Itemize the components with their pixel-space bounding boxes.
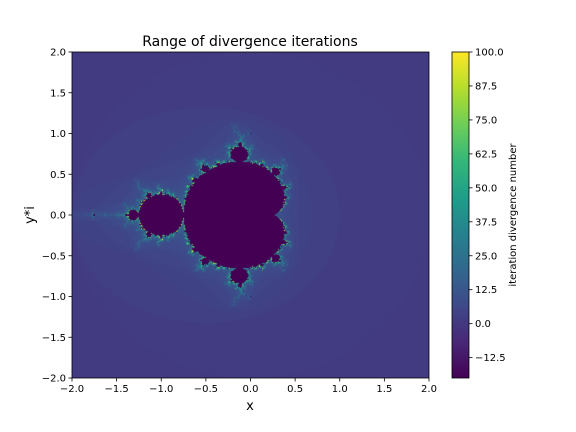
- x-tick-label: 2.0: [421, 384, 437, 395]
- y-tick-label: −1.0: [42, 292, 66, 303]
- x-tick-label: 1.0: [332, 384, 348, 395]
- colorbar-tick-label: 37.5: [475, 217, 497, 228]
- colorbar: −12.5 0.0 12.5 25.0 37.5 50.0 62.5 75.0 87.5 100.…: [451, 48, 519, 379]
- y-tick-label: −0.5: [42, 251, 66, 262]
- colorbar-tick-label: 25.0: [475, 251, 497, 262]
- y-axis: −2.0 −1.5 −1.0 −0.5 0.0 0.5 1.0 1.5 2.0: [42, 48, 72, 385]
- colorbar-gradient: [451, 51, 470, 379]
- y-tick-label: 0.0: [50, 211, 66, 222]
- y-tick-label: −1.5: [42, 333, 66, 344]
- x-axis-label: x: [246, 399, 254, 414]
- heatmap-image: [72, 52, 429, 378]
- x-tick-label: 1.5: [376, 384, 392, 395]
- x-tick-label: −1.5: [104, 384, 128, 395]
- y-tick-label: 1.0: [50, 129, 66, 140]
- x-tick-label: 0.5: [287, 384, 303, 395]
- chart-title: Range of divergence iterations: [142, 34, 358, 50]
- colorbar-tick-label: 50.0: [475, 183, 497, 194]
- x-tick-label: 0.0: [243, 384, 259, 395]
- colorbar-tick-label: 75.0: [475, 115, 497, 126]
- colorbar-tick-label: 62.5: [475, 149, 497, 160]
- colorbar-tick-label: 87.5: [475, 81, 497, 92]
- y-tick-label: −2.0: [42, 374, 66, 385]
- colorbar-tick-label: 100.0: [475, 48, 504, 59]
- plot-area: [71, 51, 430, 379]
- x-tick-label: −1.0: [149, 384, 173, 395]
- colorbar-tick-label: −12.5: [475, 353, 506, 364]
- x-axis: −2.0 −1.5 −1.0 −0.5 0.0 0.5 1.0 1.5 2.0: [60, 378, 437, 395]
- x-tick-label: −0.5: [194, 384, 218, 395]
- y-tick-label: 2.0: [50, 48, 66, 59]
- x-tick-label: −2.0: [60, 384, 84, 395]
- y-tick-label: 0.5: [50, 170, 66, 181]
- colorbar-ticks: −12.5 0.0 12.5 25.0 37.5 50.0 62.5 75.0 87.5 100.…: [469, 48, 506, 364]
- colorbar-tick-label: 12.5: [475, 285, 497, 296]
- y-tick-label: 1.5: [50, 88, 66, 99]
- colorbar-label: iteration divergence number: [508, 142, 519, 286]
- colorbar-tick-label: 0.0: [475, 319, 491, 330]
- y-axis-label: y*i: [23, 206, 38, 224]
